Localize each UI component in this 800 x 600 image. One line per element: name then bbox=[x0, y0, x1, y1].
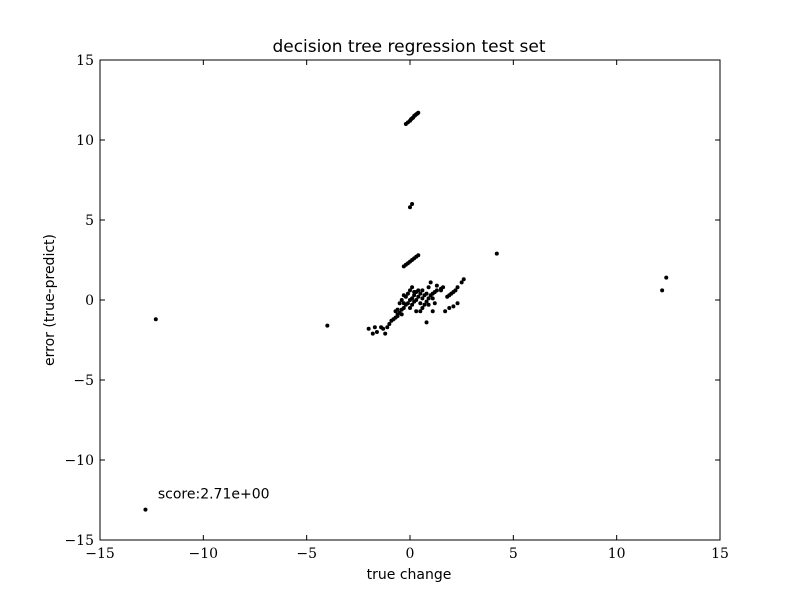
data-point bbox=[424, 299, 429, 304]
data-point bbox=[461, 277, 466, 282]
data-point bbox=[455, 285, 460, 290]
data-point bbox=[395, 314, 400, 318]
data-point bbox=[408, 306, 412, 310]
data-point bbox=[408, 288, 412, 293]
data-point bbox=[451, 304, 456, 309]
data-point bbox=[418, 301, 423, 306]
data-point bbox=[410, 302, 415, 307]
data-point bbox=[385, 325, 390, 330]
data-point bbox=[405, 301, 410, 306]
data-point bbox=[430, 309, 435, 314]
data-point bbox=[416, 288, 421, 293]
y-tick-label: −10 bbox=[64, 453, 94, 469]
data-point bbox=[374, 330, 379, 334]
data-point bbox=[664, 275, 669, 280]
data-point bbox=[439, 288, 443, 293]
y-tick-label: −15 bbox=[64, 533, 94, 549]
data-point bbox=[399, 298, 404, 302]
data-point bbox=[153, 317, 158, 322]
data-point bbox=[424, 291, 429, 296]
data-point bbox=[426, 296, 431, 301]
data-point bbox=[430, 296, 435, 301]
y-tick-label: 15 bbox=[76, 53, 94, 69]
data-point bbox=[405, 291, 410, 296]
y-tick-label: 5 bbox=[85, 213, 94, 229]
data-point bbox=[412, 293, 417, 298]
data-point bbox=[420, 288, 425, 293]
data-point bbox=[372, 325, 377, 330]
score-annotation: score:2.71e+00 bbox=[158, 487, 270, 503]
y-tick-label: 0 bbox=[85, 293, 94, 309]
data-point bbox=[401, 306, 406, 310]
data-point bbox=[401, 301, 406, 306]
data-point bbox=[412, 290, 417, 294]
data-point bbox=[418, 309, 423, 314]
data-point bbox=[494, 251, 499, 256]
x-tick-label: 15 bbox=[711, 546, 729, 562]
y-tick-label: −5 bbox=[73, 373, 94, 389]
data-point bbox=[401, 293, 406, 298]
x-tick-label: 10 bbox=[608, 546, 626, 562]
data-point bbox=[447, 306, 452, 310]
data-point bbox=[399, 312, 404, 317]
data-points bbox=[143, 110, 669, 512]
data-point bbox=[424, 320, 429, 325]
data-point bbox=[432, 301, 437, 306]
data-point bbox=[410, 285, 415, 290]
data-point bbox=[383, 331, 388, 336]
data-point bbox=[441, 285, 446, 290]
data-point bbox=[393, 309, 398, 314]
data-point bbox=[418, 291, 423, 296]
data-point bbox=[416, 110, 421, 115]
data-point bbox=[455, 301, 460, 306]
data-point bbox=[143, 507, 148, 512]
data-point bbox=[387, 322, 392, 326]
data-point bbox=[459, 280, 464, 285]
data-point bbox=[443, 309, 448, 314]
data-point bbox=[381, 326, 386, 331]
x-tick-label: −10 bbox=[189, 546, 219, 562]
data-point bbox=[428, 280, 433, 285]
data-point bbox=[434, 288, 439, 293]
data-point bbox=[426, 302, 431, 307]
data-point bbox=[366, 326, 371, 331]
data-point bbox=[660, 288, 665, 293]
data-point bbox=[434, 283, 439, 288]
data-point bbox=[410, 296, 415, 301]
x-axis-label: true change bbox=[367, 567, 452, 583]
data-point bbox=[325, 323, 330, 328]
data-point bbox=[453, 288, 458, 293]
x-tick-label: 0 bbox=[406, 546, 415, 562]
data-point bbox=[410, 202, 415, 206]
x-tick-label: −15 bbox=[85, 546, 115, 562]
y-tick-label: 10 bbox=[76, 133, 94, 149]
data-point bbox=[414, 309, 419, 314]
data-point bbox=[408, 205, 412, 210]
chart-title: decision tree regression test set bbox=[272, 37, 545, 57]
y-axis-label: error (true-predict) bbox=[42, 234, 58, 366]
data-point bbox=[422, 302, 427, 307]
x-tick-label: 5 bbox=[509, 546, 518, 562]
data-point bbox=[420, 306, 425, 310]
data-point bbox=[397, 301, 402, 306]
axis-ticks: −15 −10 −5 0 5 10 15 −15 −10 −5 0 5 10 15 bbox=[64, 53, 728, 562]
data-point bbox=[416, 294, 421, 299]
data-point bbox=[370, 331, 375, 336]
x-tick-label: −5 bbox=[296, 546, 317, 562]
data-point bbox=[414, 298, 419, 302]
data-point bbox=[420, 296, 425, 301]
data-point bbox=[416, 253, 421, 258]
data-point bbox=[426, 285, 431, 290]
